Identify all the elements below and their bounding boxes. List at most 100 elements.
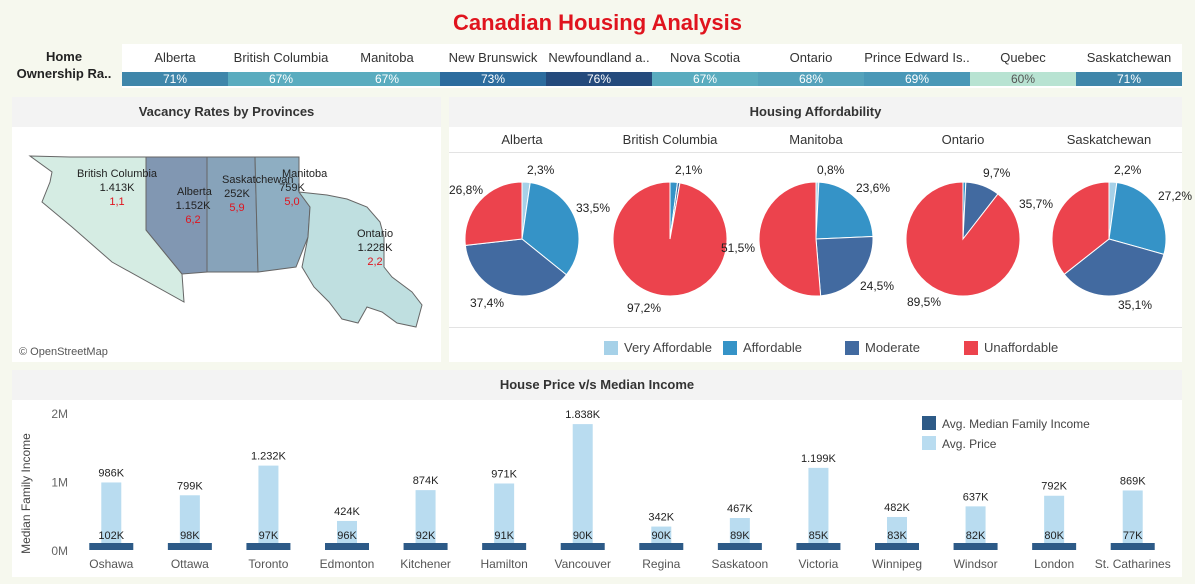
bar-avg-price-windsor[interactable]	[965, 506, 986, 550]
ownership-province-label: Ontario	[789, 50, 833, 65]
ownership-province-label: Newfoundland a..	[548, 50, 650, 65]
legend-label: Very Affordable	[624, 340, 712, 355]
pie-manitoba[interactable]	[758, 181, 874, 297]
x-tick-label-toronto: Toronto	[248, 557, 288, 571]
ownership-value[interactable]: 71%	[1076, 72, 1182, 86]
pie-slice-unaffordable[interactable]	[905, 181, 1021, 297]
ownership-value[interactable]: 67%	[334, 72, 440, 86]
bar-avg-price-saskatoon[interactable]	[729, 518, 750, 550]
bar-median-income-london[interactable]	[1032, 543, 1077, 550]
bar-avg-price-oshawa[interactable]	[101, 482, 122, 550]
ownership-cell-ontario[interactable]: Ontario 68%	[758, 44, 864, 88]
bar-avg-price-ottawa[interactable]	[179, 495, 200, 550]
ownership-value[interactable]: 69%	[864, 72, 970, 86]
bar-avg-price-edmonton[interactable]	[337, 520, 357, 550]
map-rate-manitoba: 5,0	[284, 196, 299, 208]
legend-label-avg-median-family-income[interactable]: Avg. Median Family Income	[942, 417, 1090, 431]
map-label-saskatchewan: Saskatchewan	[222, 174, 294, 186]
pie-slice-moderate[interactable]	[815, 235, 874, 297]
bar-median-income-hamilton[interactable]	[482, 543, 527, 550]
bar-avg-price-hamilton[interactable]	[494, 483, 515, 550]
ownership-value[interactable]: 68%	[758, 72, 864, 86]
pie-slice-unaffordable[interactable]	[1051, 181, 1110, 276]
price-data-label: 869K	[1120, 475, 1146, 487]
pie-slice-unaffordable[interactable]	[758, 181, 822, 297]
price-income-chart[interactable]: Median Family Income 0M 1M 2M 986K 102K Oshawa…	[12, 400, 1182, 577]
bar-median-income-st-catharines[interactable]	[1110, 543, 1155, 550]
bar-avg-price-winnipeg[interactable]	[887, 516, 907, 550]
y-axis-title: Median Family Income	[19, 433, 33, 554]
legend-swatch	[964, 340, 978, 355]
price-income-panel: House Price v/s Median Income Median Fam…	[12, 370, 1182, 577]
income-data-label: 97K	[259, 530, 279, 542]
bar-median-income-windsor[interactable]	[953, 543, 998, 550]
pie-ontario[interactable]	[905, 181, 1021, 297]
ownership-value[interactable]: 67%	[228, 72, 334, 86]
legend-label-avg-price[interactable]: Avg. Price	[942, 437, 997, 451]
pie-slice-affordable[interactable]	[815, 181, 874, 240]
ownership-value[interactable]: 60%	[970, 72, 1076, 86]
x-tick-label-london: London	[1034, 557, 1074, 571]
map-rate-alberta: 6,2	[185, 214, 200, 226]
bar-median-income-victoria[interactable]	[796, 543, 841, 550]
ownership-cell-alberta[interactable]: Alberta 71%	[122, 44, 228, 88]
home-ownership-strip: Alberta 71% British Columbia 67% Manitoba 67%…	[122, 44, 1182, 88]
pie-slice-moderate[interactable]	[464, 238, 568, 297]
bar-avg-price-vancouver[interactable]	[572, 424, 593, 550]
ownership-cell-quebec[interactable]: Quebec 60%	[970, 44, 1076, 88]
ownership-cell-newfoundland-a[interactable]: Newfoundland a.. 76%	[546, 44, 652, 88]
ownership-value[interactable]: 73%	[440, 72, 546, 86]
pie-slice-unaffordable[interactable]	[464, 181, 523, 246]
pie-slice-unaffordable[interactable]	[612, 181, 728, 297]
x-tick-label-regina: Regina	[642, 557, 680, 571]
bar-avg-price-st-catharines[interactable]	[1122, 490, 1143, 550]
pie-british-columbia[interactable]	[612, 181, 728, 297]
pie-slice-moderate[interactable]	[1063, 238, 1165, 297]
ownership-province-label: Alberta	[154, 50, 196, 65]
bar-avg-price-victoria[interactable]	[808, 467, 829, 550]
bar-avg-price-toronto[interactable]	[258, 465, 279, 550]
pie-slice-label: 2,2%	[1114, 163, 1142, 177]
vacancy-map[interactable]: British Columbia 1.413K 1,1 Alberta 1.152K 6,…	[12, 127, 441, 362]
ownership-value[interactable]: 67%	[652, 72, 758, 86]
ownership-cell-new-brunswick[interactable]: New Brunswick 73%	[440, 44, 546, 88]
ownership-cell-prince-edward-is[interactable]: Prince Edward Is.. 69%	[864, 44, 970, 88]
pie-alberta[interactable]	[464, 181, 580, 297]
pie-slice-affordable[interactable]	[521, 182, 580, 276]
affordability-panel: Housing Affordability Alberta British Col…	[449, 97, 1192, 362]
bar-median-income-saskatoon[interactable]	[717, 543, 762, 550]
legend-item-moderate[interactable]: Moderate	[845, 340, 920, 355]
bar-median-income-vancouver[interactable]	[560, 543, 605, 550]
bar-median-income-ottawa[interactable]	[167, 543, 212, 550]
pie-slice-affordable[interactable]	[1108, 181, 1167, 255]
ownership-cell-saskatchewan[interactable]: Saskatchewan 71%	[1076, 44, 1182, 88]
x-tick-label-winnipeg: Winnipeg	[872, 557, 922, 571]
ownership-cell-nova-scotia[interactable]: Nova Scotia 67%	[652, 44, 758, 88]
price-data-label: 986K	[98, 467, 124, 479]
affordability-pies[interactable]	[449, 152, 1182, 332]
ownership-province-label: Saskatchewan	[1086, 50, 1172, 65]
map-region-ontario[interactable]	[297, 191, 423, 328]
bar-median-income-oshawa[interactable]	[89, 543, 134, 550]
bar-median-income-toronto[interactable]	[246, 543, 291, 550]
pie-title-saskatchewan: Saskatchewan	[1066, 132, 1152, 147]
legend-item-unaffordable[interactable]: Unaffordable	[964, 340, 1058, 355]
x-tick-label-st-catharines: St. Catharines	[1095, 557, 1171, 571]
bar-median-income-kitchener[interactable]	[403, 543, 448, 550]
bar-median-income-regina[interactable]	[639, 543, 684, 550]
legend-item-affordable[interactable]: Affordable	[723, 340, 802, 355]
ownership-value[interactable]: 71%	[122, 72, 228, 86]
map-region-alberta[interactable]	[145, 156, 208, 275]
pie-saskatchewan[interactable]	[1051, 181, 1167, 297]
ownership-cell-british-columbia[interactable]: British Columbia 67%	[228, 44, 334, 88]
pie-slice-label: 27,2%	[1158, 189, 1193, 203]
ownership-cell-manitoba[interactable]: Manitoba 67%	[334, 44, 440, 88]
legend-item-very-affordable[interactable]: Very Affordable	[604, 340, 712, 355]
bar-median-income-edmonton[interactable]	[325, 543, 369, 550]
ownership-value[interactable]: 76%	[546, 72, 652, 86]
bar-avg-price-kitchener[interactable]	[415, 490, 436, 550]
pie-slice-label: 2,1%	[675, 163, 703, 177]
bar-median-income-winnipeg[interactable]	[875, 543, 919, 550]
map-attribution: © OpenStreetMap	[19, 346, 108, 358]
bar-avg-price-london[interactable]	[1044, 495, 1065, 550]
